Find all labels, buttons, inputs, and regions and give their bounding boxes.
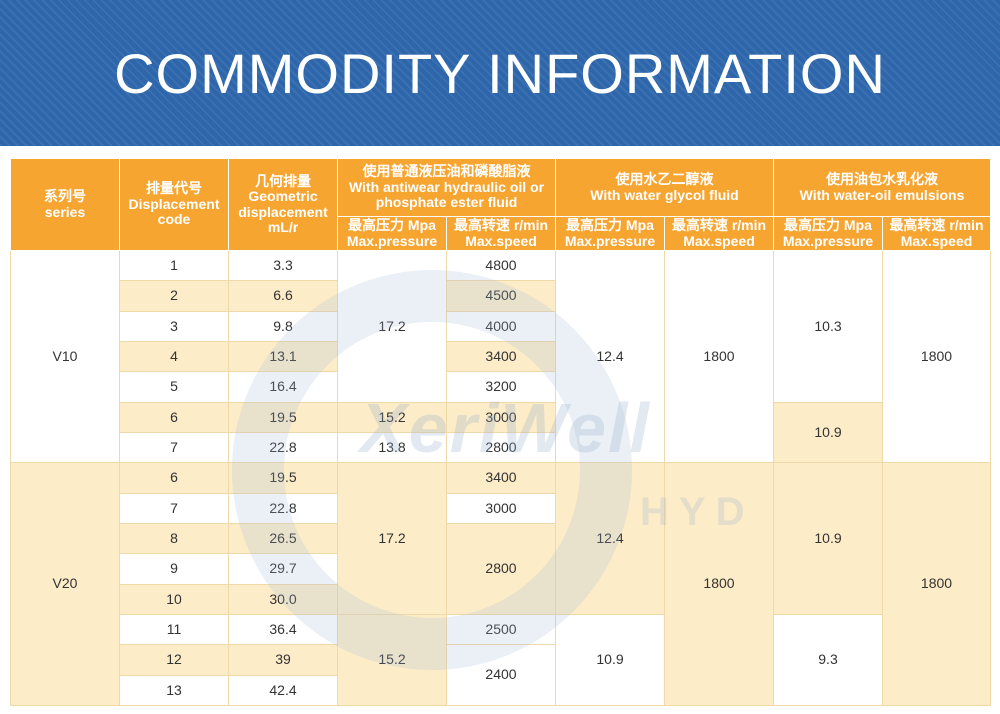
code-cell: 7 bbox=[119, 431, 229, 464]
em-pressure-cell: 10.9 bbox=[773, 401, 883, 464]
aw-speed-cell: 4800 bbox=[446, 249, 556, 282]
displacement-cell: 36.4 bbox=[228, 613, 338, 646]
header-wg-pressure: 最高压力 Mpa Max.pressure bbox=[555, 216, 665, 251]
table-row: 9 29.7 bbox=[11, 553, 991, 585]
wg-speed-cell: 1800 bbox=[664, 462, 774, 706]
title-banner: COMMODITY INFORMATION bbox=[0, 0, 1000, 146]
table-row: 3 9.8 4000 bbox=[11, 310, 991, 342]
code-cell: 7 bbox=[119, 492, 229, 524]
code-cell: 10 bbox=[119, 583, 229, 615]
code-cell: 5 bbox=[119, 371, 229, 403]
aw-pressure-cell: 13.8 bbox=[337, 431, 447, 464]
code-cell: 6 bbox=[119, 401, 229, 433]
wg-pressure-cell: 10.9 bbox=[555, 613, 665, 707]
table-row: 11 36.4 15.2 2500 10.9 9.3 bbox=[11, 613, 991, 707]
displacement-cell: 19.5 bbox=[228, 462, 338, 494]
table-row: 13 42.4 bbox=[11, 674, 991, 707]
displacement-cell: 9.8 bbox=[228, 310, 338, 342]
header-aw-pressure: 最高压力 Mpa Max.pressure bbox=[337, 216, 447, 251]
table-row: 4 13.1 3400 bbox=[11, 340, 991, 373]
em-speed-cell: 1800 bbox=[882, 462, 991, 706]
page-title: COMMODITY INFORMATION bbox=[114, 41, 886, 105]
table-row: 5 16.4 3200 bbox=[11, 371, 991, 403]
displacement-cell: 29.7 bbox=[228, 553, 338, 585]
displacement-cell: 19.5 bbox=[228, 401, 338, 433]
aw-pressure-cell: 15.2 bbox=[337, 401, 447, 433]
table-row: V10 1 3.3 17.2 4800 12.4 1800 10.3 1800 bbox=[10, 249, 991, 464]
aw-speed-cell: 3200 bbox=[446, 371, 556, 403]
spec-table: 系列号 series 排量代号 Displacement code 几何排量 G… bbox=[10, 158, 991, 707]
wg-pressure-cell: 12.4 bbox=[555, 462, 665, 615]
aw-speed-cell: 2800 bbox=[446, 431, 556, 464]
aw-speed-cell: 4500 bbox=[446, 280, 556, 312]
table-row: 12 39 2400 bbox=[11, 644, 991, 706]
aw-speed-cell: 3400 bbox=[446, 340, 556, 373]
aw-speed-cell: 2500 bbox=[446, 613, 556, 646]
code-cell: 12 bbox=[119, 644, 229, 676]
aw-pressure-cell: 17.2 bbox=[337, 462, 447, 615]
aw-speed-cell: 2800 bbox=[446, 522, 556, 615]
header-antiwear-fluid: 使用普通液压油和磷酸脂液 With antiwear hydraulic oil… bbox=[337, 158, 556, 217]
series-cell: V20 bbox=[10, 462, 120, 706]
displacement-cell: 30.0 bbox=[228, 583, 338, 615]
code-cell: 13 bbox=[119, 674, 229, 707]
code-cell: 9 bbox=[119, 553, 229, 585]
series-cell: V10 bbox=[10, 249, 120, 464]
code-cell: 1 bbox=[119, 249, 229, 282]
code-cell: 6 bbox=[119, 462, 229, 494]
displacement-cell: 42.4 bbox=[228, 674, 338, 707]
aw-speed-cell: 3400 bbox=[446, 462, 556, 494]
aw-speed-cell: 3000 bbox=[446, 492, 556, 524]
table-row: 8 26.5 2800 bbox=[11, 522, 991, 615]
displacement-cell: 22.8 bbox=[228, 492, 338, 524]
table-row: 7 22.8 13.8 2800 bbox=[11, 431, 991, 464]
table-row: 7 22.8 3000 bbox=[11, 492, 991, 524]
wg-speed-cell: 1800 bbox=[664, 249, 774, 464]
header-em-speed: 最高转速 r/min Max.speed bbox=[882, 216, 991, 251]
displacement-cell: 22.8 bbox=[228, 431, 338, 464]
wg-pressure-cell: 12.4 bbox=[555, 249, 665, 464]
displacement-cell: 6.6 bbox=[228, 280, 338, 312]
header-water-glycol: 使用水乙二醇液 With water glycol fluid bbox=[555, 158, 774, 217]
em-speed-cell: 1800 bbox=[882, 249, 991, 464]
em-pressure-cell: 10.9 bbox=[773, 462, 883, 615]
header-aw-speed: 最高转速 r/min Max.speed bbox=[446, 216, 556, 251]
code-cell: 2 bbox=[119, 280, 229, 312]
header-series: 系列号 series bbox=[10, 158, 120, 251]
table-row: 6 19.5 15.2 3000 10.9 bbox=[11, 401, 991, 464]
header-wg-speed: 最高转速 r/min Max.speed bbox=[664, 216, 774, 251]
aw-speed-cell: 4000 bbox=[446, 310, 556, 342]
displacement-cell: 39 bbox=[228, 644, 338, 676]
code-cell: 8 bbox=[119, 522, 229, 555]
displacement-cell: 13.1 bbox=[228, 340, 338, 373]
table-row: 10 30.0 bbox=[11, 583, 991, 615]
aw-pressure-cell: 15.2 bbox=[337, 613, 447, 707]
table-row: 2 6.6 4500 bbox=[11, 280, 991, 312]
header-em-pressure: 最高压力 Mpa Max.pressure bbox=[773, 216, 883, 251]
aw-pressure-cell: 17.2 bbox=[337, 250, 447, 403]
displacement-cell: 26.5 bbox=[228, 522, 338, 555]
header-geometric-displacement: 几何排量 Geometric displacement mL/r bbox=[228, 158, 338, 251]
header-water-oil-emulsions: 使用油包水乳化液 With water-oil emulsions bbox=[773, 158, 991, 217]
header-displacement-code: 排量代号 Displacement code bbox=[119, 158, 229, 251]
code-cell: 4 bbox=[119, 340, 229, 373]
em-pressure-cell: 9.3 bbox=[773, 613, 883, 707]
table-row: V20 6 19.5 17.2 3400 12.4 1800 10.9 1800 bbox=[10, 462, 991, 706]
displacement-cell: 3.3 bbox=[228, 249, 338, 282]
em-pressure-cell: 10.3 bbox=[773, 250, 883, 403]
displacement-cell: 16.4 bbox=[228, 371, 338, 403]
code-cell: 11 bbox=[119, 613, 229, 646]
aw-speed-cell: 3000 bbox=[446, 401, 556, 433]
aw-speed-cell: 2400 bbox=[446, 644, 556, 706]
code-cell: 3 bbox=[119, 310, 229, 342]
